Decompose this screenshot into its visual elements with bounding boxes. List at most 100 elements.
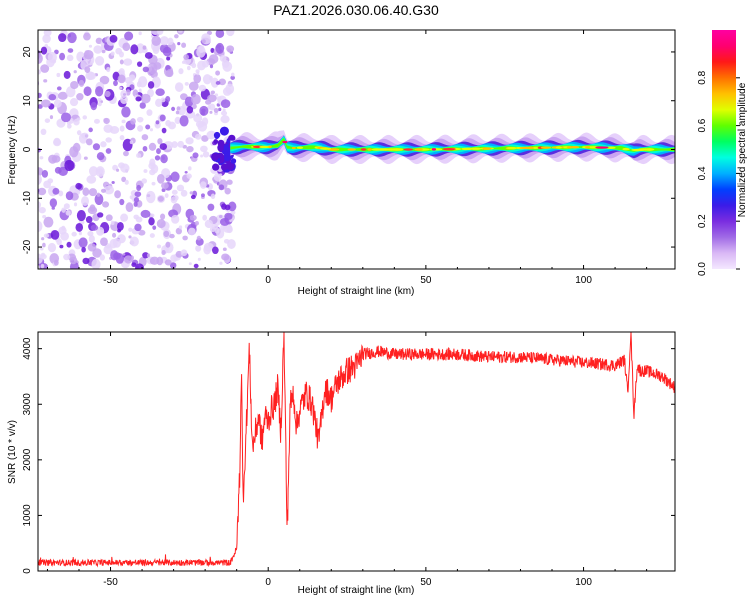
- noise-blob: [201, 193, 205, 198]
- signal-hotspot: [378, 148, 392, 151]
- noise-blob: [76, 117, 81, 121]
- snr-background: [38, 332, 675, 571]
- noise-blob: [63, 70, 71, 79]
- noise-blob: [81, 132, 89, 139]
- spectrogram-signal: [230, 130, 675, 165]
- noise-blob: [169, 233, 175, 239]
- noise-blob: [219, 261, 223, 265]
- noise-blob: [179, 115, 189, 127]
- signal-hotspot: [414, 148, 423, 151]
- noise-blob: [149, 233, 155, 238]
- noise-blob: [177, 42, 181, 46]
- noise-blob: [75, 182, 82, 190]
- noise-blob: [130, 118, 136, 125]
- noise-blob: [149, 128, 154, 132]
- noise-blob: [206, 130, 217, 140]
- noise-blob: [87, 72, 96, 80]
- noise-blob: [119, 198, 125, 206]
- noise-blob: [66, 54, 74, 62]
- noise-blob: [83, 32, 91, 41]
- noise-blob: [166, 56, 171, 61]
- noise-blob: [225, 161, 235, 171]
- noise-blob: [65, 86, 76, 98]
- noise-blob: [221, 253, 230, 261]
- noise-blob: [201, 135, 209, 142]
- noise-blob: [76, 93, 84, 101]
- noise-blob: [215, 81, 221, 85]
- signal-hotspot: [540, 146, 552, 149]
- noise-blob: [170, 171, 180, 182]
- noise-blob: [213, 131, 221, 139]
- signal-hotspot: [347, 148, 356, 151]
- noise-blob: [41, 170, 49, 178]
- signal-hotspot: [442, 147, 456, 151]
- noise-blob: [140, 209, 151, 218]
- noise-blob: [71, 231, 77, 237]
- noise-blob: [38, 200, 42, 209]
- noise-blob: [88, 234, 95, 243]
- noise-blob: [212, 246, 219, 255]
- spectrogram-ytick-label: -20: [22, 239, 33, 254]
- noise-blob: [96, 192, 101, 197]
- signal-hotspot: [566, 146, 573, 149]
- noise-blob: [75, 222, 84, 232]
- signal-hotspot: [371, 148, 383, 151]
- noise-blob: [213, 139, 219, 144]
- noise-blob: [193, 74, 202, 84]
- noise-blob: [189, 191, 194, 195]
- noise-blob: [81, 196, 89, 206]
- noise-blob: [53, 137, 61, 146]
- noise-blob: [51, 206, 55, 210]
- signal-hotspot: [367, 148, 372, 151]
- noise-blob: [164, 193, 169, 199]
- noise-blob: [88, 44, 93, 48]
- snr-xlabel: Height of straight line (km): [298, 585, 415, 596]
- colorbar-ticks: 0.0 0.2 0.4 0.6 0.8: [697, 70, 740, 276]
- noise-blob: [230, 75, 235, 80]
- colorbar-label: Normalized spectral amplitude: [737, 82, 748, 217]
- noise-blob: [160, 213, 166, 220]
- noise-blob: [144, 52, 153, 59]
- noise-blob: [119, 59, 124, 65]
- noise-blob: [207, 104, 212, 110]
- noise-blob: [196, 235, 202, 241]
- noise-blob: [63, 253, 71, 261]
- noise-blob: [137, 125, 144, 132]
- noise-blob: [41, 237, 45, 241]
- noise-blob: [113, 80, 118, 87]
- noise-blob: [48, 94, 57, 101]
- noise-blob: [90, 224, 99, 231]
- signal-hotspot: [482, 147, 488, 150]
- noise-blob: [178, 68, 184, 75]
- snr-frame: [37, 331, 676, 572]
- noise-blob: [188, 166, 192, 171]
- noise-blob: [123, 58, 133, 66]
- noise-blob: [63, 203, 70, 210]
- noise-blob: [224, 204, 231, 211]
- noise-blob: [165, 69, 174, 78]
- noise-blob: [124, 31, 134, 41]
- noise-blob: [116, 168, 120, 172]
- noise-blob: [146, 253, 151, 258]
- noise-blob: [121, 106, 131, 118]
- noise-blob: [76, 209, 86, 222]
- noise-blob: [78, 79, 85, 87]
- snr-ytick-label: 2000: [22, 448, 33, 471]
- noise-blob: [210, 47, 215, 53]
- noise-blob: [210, 193, 216, 200]
- noise-blob: [47, 178, 54, 184]
- noise-blob: [218, 184, 225, 191]
- noise-blob: [224, 155, 231, 162]
- noise-blob: [34, 153, 38, 156]
- noise-blob: [208, 54, 219, 64]
- noise-blob: [42, 215, 47, 219]
- noise-blob: [60, 112, 71, 123]
- noise-blob: [198, 45, 205, 54]
- noise-blob: [82, 115, 88, 120]
- snr-xtick-label: 100: [575, 577, 592, 588]
- noise-blob: [195, 245, 202, 252]
- noise-blob: [123, 255, 133, 264]
- noise-blob: [163, 230, 170, 238]
- noise-blob: [213, 108, 219, 113]
- signal-band-layer: [230, 137, 675, 152]
